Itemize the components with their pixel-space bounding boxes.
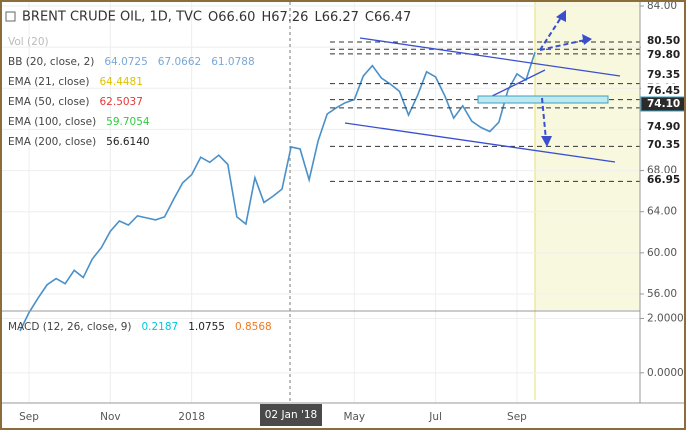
legend-entry: EMA (100, close) 59.7054 [8, 116, 150, 128]
collapse-icon[interactable] [5, 11, 16, 22]
legend-entry: BB (20, close, 2) 64.0725 67.0662 61.0788 [8, 56, 255, 68]
legend-name: EMA (100, close) [8, 116, 96, 128]
crosshair-label-box [260, 404, 322, 426]
level-label: 74.90 [647, 121, 680, 133]
legend-reading: 64.4481 [100, 76, 143, 88]
level-label: 70.35 [647, 139, 680, 151]
indicator-legend: Vol (20) BB (20, close, 2) 64.0725 67.0662 6… [8, 36, 255, 148]
level-label: 79.35 [647, 69, 680, 81]
level-label-box [641, 84, 685, 98]
macd-legend: MACD (12, 26, close, 9) 0.2187 1.0755 0.856… [8, 321, 272, 333]
x-tick-label: Sep [507, 411, 527, 423]
macd-reading: 1.0755 [188, 321, 225, 333]
x-tick-label: Sep [19, 411, 39, 423]
ohlc-key: H [261, 10, 271, 25]
macd-name: MACD (12, 26, close, 9) [8, 321, 131, 333]
crosshair-label: 02 Jan '18 [265, 409, 317, 421]
macd-tick-label: 2.0000 [647, 312, 684, 324]
level-label-box [641, 48, 685, 62]
legend-name: Vol (20) [8, 36, 49, 48]
legend-reading: 64.0725 [104, 56, 147, 68]
level-label-box [641, 120, 685, 134]
macd-tick-label: 0.0000 [647, 367, 684, 379]
chart-title: BRENT CRUDE OIL, 1D, TVC [22, 10, 202, 25]
level-label: 74.10 [647, 98, 680, 110]
legend-name: EMA (21, close) [8, 76, 90, 88]
price-line [19, 52, 536, 332]
legend-reading: 59.7054 [106, 116, 150, 128]
ohlc-key: C [365, 10, 374, 25]
legend-reading: 56.6140 [106, 136, 149, 148]
legend-entry: EMA (200, close) 56.6140 [8, 136, 150, 148]
arrows [539, 15, 586, 141]
level-label-box [641, 173, 685, 187]
macd-reading: 0.2187 [141, 321, 178, 333]
level-label: 79.80 [647, 49, 680, 61]
y-tick-label: 60.00 [647, 247, 677, 259]
arrow-head [582, 34, 592, 45]
legend-name: EMA (200, close) [8, 136, 96, 148]
arrow-down [541, 97, 547, 141]
level-label: 76.45 [647, 85, 680, 97]
ohlc-key: L [314, 10, 322, 25]
arrow-heads [541, 10, 592, 147]
macd-reading: 0.8568 [235, 321, 272, 333]
legend-reading: 67.0662 [158, 56, 201, 68]
level-label-box [641, 138, 685, 152]
level-label-box [641, 68, 685, 82]
legend-reading: 61.0788 [211, 56, 254, 68]
ohlc-key: O [208, 10, 218, 25]
legend-entry: EMA (21, close) 64.4481 [8, 76, 143, 88]
grid-layer [0, 2, 640, 403]
y-tick-label: 56.00 [647, 288, 677, 300]
level-label-box [641, 34, 685, 48]
ohlc-value: 66.47 [374, 10, 411, 25]
channel-lower [344, 122, 616, 163]
arrow-up [539, 15, 563, 51]
x-tick-label: Nov [100, 411, 121, 423]
ohlc-value: 66.27 [322, 10, 359, 25]
legend-reading: 62.5037 [100, 96, 143, 108]
ohlc-value: 67.26 [271, 10, 308, 25]
x-tick-label: May [343, 411, 365, 423]
ohlc-readout: O66.60 H67.26 L66.27 C66.47 [208, 10, 411, 25]
legend-entry: EMA (50, close) 62.5037 [8, 96, 143, 108]
level-label: 66.95 [647, 174, 680, 186]
x-tick-label: 2018 [178, 411, 205, 423]
arrow-head [556, 10, 566, 22]
y-tick-label: 84.00 [647, 0, 677, 12]
level-label: 80.50 [647, 35, 680, 47]
legend-entry: Vol (20) [8, 36, 49, 48]
legend-name: BB (20, close, 2) [8, 56, 94, 68]
ohlc-value: 66.60 [218, 10, 255, 25]
channel-upper [359, 37, 621, 77]
axes-layer: 56.0060.0064.0068.0072.0076.0080.0084.00… [19, 0, 686, 423]
legend-name: EMA (50, close) [8, 96, 90, 108]
y-tick-label: 64.00 [647, 206, 677, 218]
x-tick-label: Jul [428, 411, 442, 423]
arrow-head [541, 136, 552, 147]
